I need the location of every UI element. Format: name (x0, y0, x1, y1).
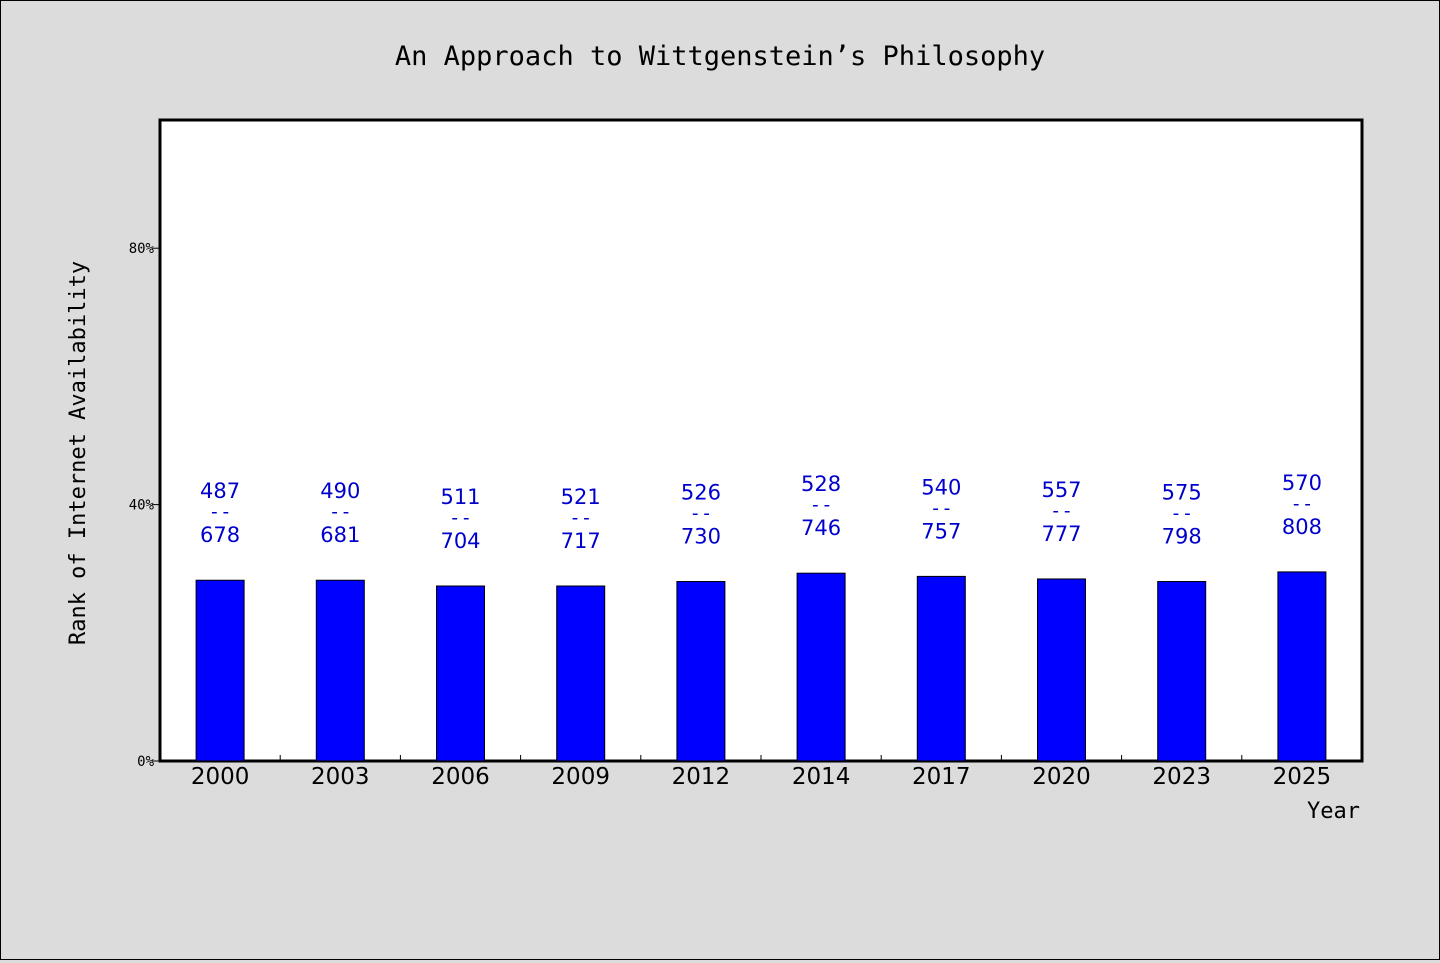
data-label-separator: -- (810, 494, 833, 516)
y-tick-label: 0% (137, 754, 154, 770)
data-label-separator: -- (449, 507, 472, 529)
data-label-separator: -- (329, 501, 352, 523)
bar (796, 572, 846, 762)
x-tick-label: 2003 (311, 764, 370, 790)
bar (1157, 581, 1207, 762)
bar (676, 581, 726, 762)
data-label-separator: -- (689, 503, 712, 525)
bar (916, 575, 966, 762)
data-label-separator: -- (569, 507, 592, 529)
data-label-bottom: 757 (921, 519, 961, 543)
data-label-top: 490 (320, 479, 360, 503)
data-label-top: 557 (1041, 478, 1081, 502)
data-label-bottom: 746 (801, 516, 841, 540)
data-label-separator: -- (209, 501, 232, 523)
bars-group (195, 571, 1327, 762)
y-axis-label: Rank of Internet Availability (66, 261, 91, 645)
data-label-top: 487 (200, 479, 240, 503)
x-tick-label: 2009 (551, 764, 610, 790)
bar (436, 585, 485, 762)
data-label-bottom: 717 (561, 529, 601, 553)
data-label-separator: -- (1290, 493, 1313, 515)
bar (1037, 578, 1086, 762)
y-tick-label: 80% (129, 241, 155, 257)
y-tick-label: 40% (129, 498, 155, 514)
data-label-bottom: 678 (200, 523, 240, 547)
data-label-bottom: 730 (681, 525, 721, 549)
bar (1277, 571, 1327, 762)
x-tick-label: 2000 (191, 764, 250, 790)
data-label-bottom: 681 (320, 523, 360, 547)
data-label-top: 511 (440, 485, 480, 509)
x-tick-label: 2012 (672, 764, 731, 790)
bar (556, 585, 606, 762)
x-tick-label: 2014 (792, 764, 851, 790)
data-labels-group: 487--678490--681511--704521--717526--730… (200, 471, 1322, 553)
data-label-separator: -- (1050, 500, 1073, 522)
data-label-separator: -- (930, 497, 953, 519)
data-label-separator: -- (1170, 503, 1193, 525)
data-label-top: 540 (921, 475, 961, 499)
chart-title: An Approach to Wittgenstein’s Philosophy (395, 41, 1045, 72)
x-tick-label: 2017 (912, 764, 971, 790)
data-label-bottom: 704 (440, 529, 480, 553)
data-label-top: 570 (1282, 471, 1322, 495)
bar (195, 579, 245, 762)
data-label-bottom: 808 (1282, 515, 1322, 539)
data-label-bottom: 798 (1162, 525, 1202, 549)
bar (315, 579, 365, 762)
y-axis: 0% 40% 80% (129, 241, 160, 770)
x-tick-label: 2023 (1152, 764, 1211, 790)
data-label-bottom: 777 (1041, 522, 1081, 546)
data-label-top: 575 (1162, 481, 1202, 505)
x-tick-label: 2020 (1032, 764, 1091, 790)
x-axis-label: Year (1307, 799, 1360, 824)
data-label-top: 528 (801, 472, 841, 496)
x-tick-label: 2006 (431, 764, 490, 790)
data-label-top: 521 (561, 485, 601, 509)
x-axis: 2000 2003 2006 2009 2012 2014 2017 2020 2023 2025 (191, 755, 1331, 790)
data-label-top: 526 (681, 481, 721, 505)
x-tick-label: 2025 (1273, 764, 1332, 790)
